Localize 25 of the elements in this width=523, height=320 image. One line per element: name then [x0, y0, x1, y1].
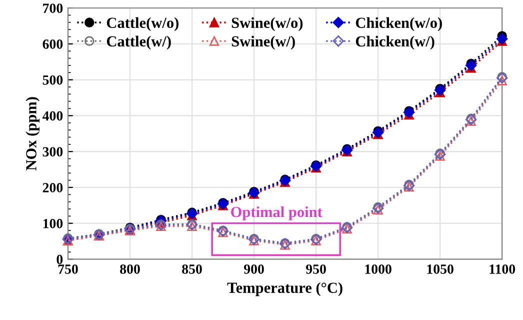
y-tick-label: 300 [42, 147, 63, 156]
x-tick-label: 950 [306, 264, 326, 274]
x-tick-label: 1050 [427, 264, 454, 274]
y-axis-title: NOx (ppm) [26, 97, 40, 170]
annotation: Optimal point [231, 206, 322, 220]
legend-label: Cattle(w/) [106, 36, 171, 50]
x-tick-label: 900 [244, 264, 264, 274]
x-axis-title: Temperature (°C) [227, 282, 342, 296]
legend-label: Cattle(w/o) [106, 17, 178, 32]
y-tick-label: 200 [42, 183, 63, 192]
legend-label: Chicken(w/o) [356, 17, 442, 32]
y-tick-label: 700 [43, 4, 63, 13]
x-tick-label: 800 [120, 264, 140, 274]
x-tick-label: 750 [58, 264, 78, 274]
legend-label: Chicken(w/) [356, 36, 434, 50]
y-tick-label: 500 [42, 75, 63, 85]
x-tick-label: 1000 [365, 264, 392, 274]
x-tick-label: 850 [182, 264, 202, 274]
y-tick-label: 0 [56, 254, 63, 264]
x-tick-label: 1100 [490, 264, 516, 274]
y-tick-label: 600 [42, 39, 63, 49]
y-tick-label: 100 [43, 218, 63, 228]
legend-label: Swine(w/o) [232, 17, 303, 32]
legend-label: Swine(w/) [232, 36, 295, 50]
y-tick-label: 400 [42, 111, 63, 121]
